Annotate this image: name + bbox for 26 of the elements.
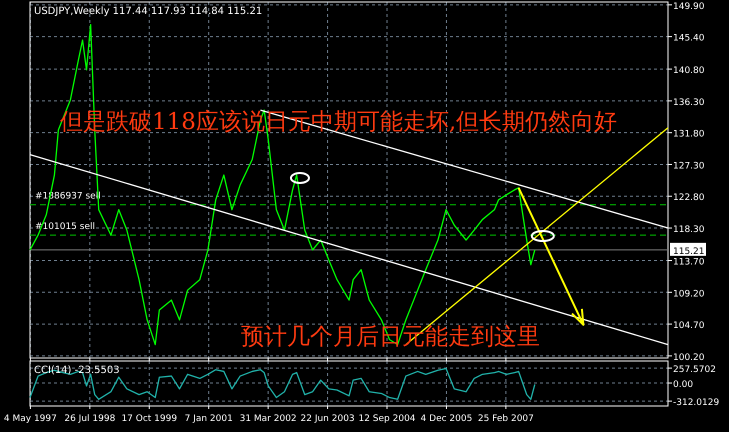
y-tick-label: 122.80 <box>673 193 705 204</box>
y-tick-label: 113.70 <box>673 258 705 268</box>
y-tick-label: 131.80 <box>673 130 705 140</box>
chart-title: USDJPY,Weekly 117.44 117.93 114.84 115.21 <box>34 6 262 17</box>
y-tick-label: 145.40 <box>673 34 705 44</box>
x-tick-label: 17 Oct 1999 <box>121 414 178 424</box>
x-tick-label: 22 Jun 2003 <box>300 414 355 424</box>
y-tick-label: 104.70 <box>673 321 705 332</box>
x-tick-label: 31 Mar 2002 <box>240 414 297 424</box>
y-tick-label: -312.0129 <box>673 398 720 408</box>
x-tick-label: 12 Sep 2004 <box>358 414 416 424</box>
y-tick-label: 140.80 <box>673 66 705 76</box>
y-tick-label: 109.20 <box>673 289 705 300</box>
x-tick-label: 7 Jan 2001 <box>184 414 233 424</box>
y-tick-label: 127.30 <box>673 161 705 172</box>
y-tick-label: 118.30 <box>673 225 705 236</box>
y-tick-label: 0.00 <box>673 380 694 390</box>
x-tick-label: 26 Jul 1998 <box>64 414 116 424</box>
y-tick-label: 100.20 <box>673 352 705 363</box>
ref-line-label: 115.21 <box>673 246 704 257</box>
x-tick-label: 4 Dec 2005 <box>420 414 472 424</box>
y-tick-label: 257.5702 <box>673 365 716 376</box>
x-tick-label: 4 May 1997 <box>4 414 57 424</box>
x-tick-label: 25 Feb 2007 <box>478 414 534 424</box>
y-tick-label: 136.30 <box>673 98 705 108</box>
y-tick-label: 149.90 <box>673 2 705 12</box>
